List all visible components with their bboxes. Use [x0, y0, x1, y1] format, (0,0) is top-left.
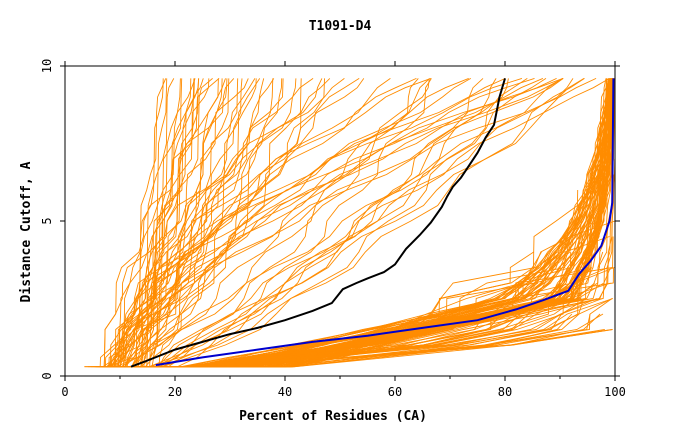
- background-curve: [136, 78, 419, 368]
- background-curve: [114, 236, 614, 368]
- ticks-layer: 0 20 40 60 80 100 0 5 10: [40, 59, 626, 399]
- background-curve: [239, 78, 615, 368]
- chart-title: T1091-D4: [309, 19, 372, 34]
- x-tick-label: 60: [388, 385, 402, 399]
- background-curve: [119, 267, 614, 368]
- background-curve: [138, 78, 210, 368]
- y-tick-label: 0: [40, 372, 54, 379]
- background-curve: [112, 78, 274, 368]
- background-curve: [84, 78, 230, 368]
- background-curve: [95, 78, 195, 368]
- background-curve: [112, 78, 195, 368]
- background-curve: [121, 78, 219, 368]
- x-axis-label: Percent of Residues (CA): [239, 409, 427, 424]
- background-curve: [135, 298, 598, 368]
- x-tick-label: 100: [604, 385, 626, 399]
- background-curve: [122, 78, 181, 368]
- background-curve: [146, 78, 213, 368]
- y-tick-label: 5: [40, 217, 54, 224]
- y-axis-label: Distance Cutoff, A: [19, 161, 34, 302]
- background-curve: [129, 78, 607, 368]
- background-curve: [192, 78, 611, 368]
- background-curves-layer: [84, 77, 616, 368]
- series-blue-line: [155, 78, 615, 367]
- background-curve: [130, 267, 585, 368]
- background-curve: [143, 77, 535, 368]
- x-tick-label: 20: [168, 385, 182, 399]
- background-curve: [114, 78, 192, 368]
- background-curve: [137, 78, 574, 368]
- background-curve: [103, 78, 235, 368]
- background-curve: [134, 78, 365, 368]
- background-curve: [118, 236, 610, 368]
- y-tick-label: 10: [40, 59, 54, 73]
- background-curve: [118, 78, 164, 368]
- background-curve: [102, 78, 430, 368]
- background-curve: [140, 78, 239, 368]
- background-curve: [109, 77, 523, 368]
- background-curve: [107, 78, 228, 368]
- x-tick-label: 40: [278, 385, 292, 399]
- x-tick-label: 80: [498, 385, 512, 399]
- background-curve: [119, 78, 432, 368]
- background-curve: [223, 78, 612, 368]
- background-curve: [126, 78, 220, 368]
- background-curve: [109, 78, 585, 368]
- series-layer: [130, 78, 615, 368]
- background-curve: [123, 78, 283, 368]
- background-curve: [127, 78, 223, 368]
- background-curve: [114, 78, 314, 368]
- background-curve: [130, 78, 610, 368]
- background-curve: [118, 267, 615, 368]
- background-curve: [125, 78, 564, 368]
- x-tick-label: 0: [61, 385, 68, 399]
- background-curve: [102, 78, 183, 368]
- background-curve: [151, 78, 585, 368]
- background-curve: [155, 78, 430, 368]
- background-curve: [99, 78, 175, 368]
- background-curve: [84, 78, 265, 368]
- background-curve: [87, 78, 261, 368]
- background-curve: [119, 282, 539, 368]
- series-black-line: [130, 78, 506, 368]
- background-curve: [118, 78, 528, 368]
- background-curve: [114, 251, 550, 368]
